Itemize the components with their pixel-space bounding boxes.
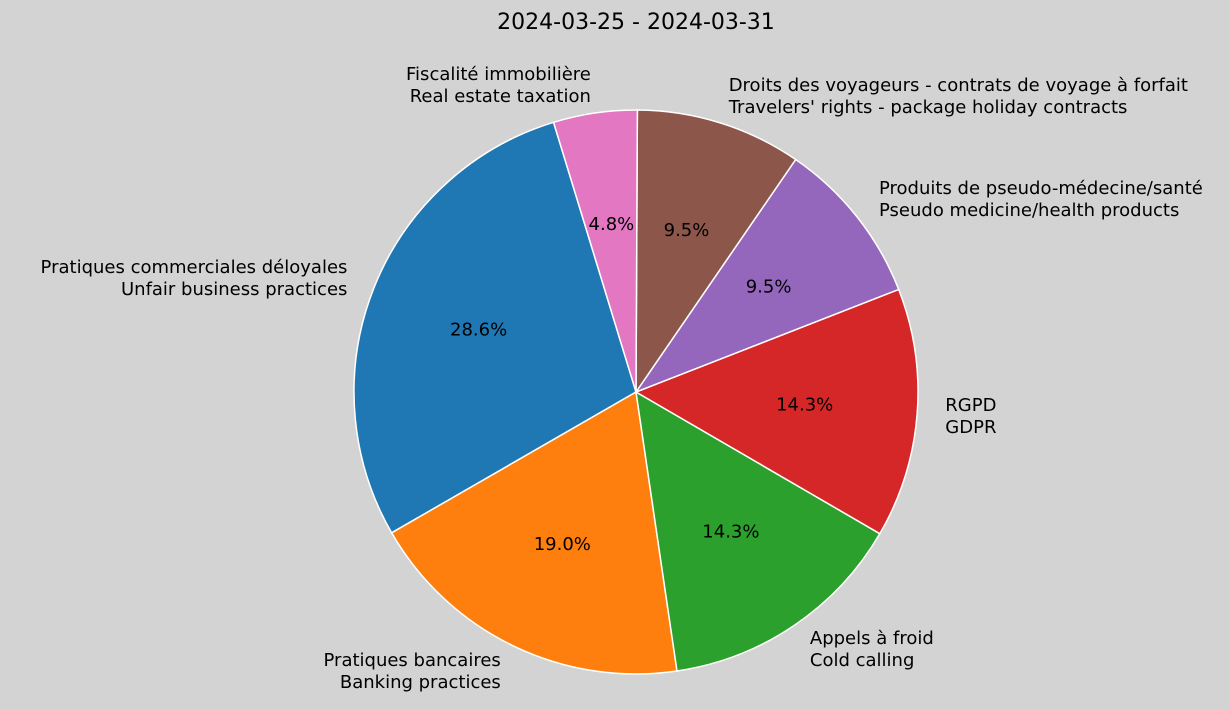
- category-label-en: Real estate taxation: [410, 86, 591, 107]
- category-label: Pratiques bancaires Banking practices: [324, 650, 501, 693]
- pie-slice: [634, 158, 900, 394]
- pie-slice: [635, 390, 881, 672]
- percent-label: 9.5%: [746, 276, 792, 297]
- category-label-fr: Fiscalité immobilière: [406, 64, 591, 85]
- percent-label: 14.3%: [702, 522, 759, 543]
- category-label-en: Cold calling: [810, 650, 915, 671]
- category-label: Produits de pseudo-médecine/santé Pseudo …: [879, 178, 1203, 221]
- category-label-fr: Produits de pseudo-médecine/santé: [879, 178, 1203, 199]
- category-label: Pratiques commerciales déloyales Unfair b…: [41, 257, 348, 300]
- percent-label: 4.8%: [589, 214, 635, 235]
- category-labels: Pratiques commerciales déloyales Unfair b…: [41, 64, 1203, 693]
- category-label: Droits des voyageurs - contrats de voyag…: [728, 75, 1188, 118]
- category-label-fr: Pratiques bancaires: [324, 650, 501, 671]
- percent-label: 28.6%: [450, 319, 507, 340]
- category-label: RGPD GDPR: [945, 395, 996, 438]
- percent-label: 14.3%: [776, 395, 833, 416]
- percent-labels: 28.6% 19.0% 14.3% 14.3% 9.5% 9.5% 4.8%: [450, 214, 833, 555]
- chart-title: 2024-03-25 - 2024-03-31: [497, 10, 775, 35]
- category-label-en: Pseudo medicine/health products: [879, 200, 1179, 221]
- category-label-en: GDPR: [945, 417, 996, 438]
- category-label-en: Banking practices: [340, 672, 501, 693]
- category-label-en: Travelers' rights - package holiday cont…: [728, 97, 1128, 118]
- category-label-fr: Appels à froid: [810, 628, 934, 649]
- pie-slice: [390, 390, 678, 675]
- category-label-fr: Pratiques commerciales déloyales: [41, 257, 348, 278]
- category-label-fr: RGPD: [945, 395, 996, 416]
- percent-label: 9.5%: [664, 220, 710, 241]
- category-label-fr: Droits des voyageurs - contrats de voyag…: [729, 75, 1188, 96]
- category-label-en: Unfair business practices: [121, 279, 347, 300]
- category-label: Fiscalité immobilière Real estate taxatio…: [406, 64, 591, 107]
- percent-label: 19.0%: [534, 534, 591, 555]
- category-label: Appels à froid Cold calling: [810, 628, 934, 671]
- pie-slice: [552, 109, 639, 393]
- pie-slices: [353, 109, 919, 675]
- pie-slice: [634, 288, 919, 535]
- pie-slice: [353, 121, 637, 534]
- pie-slice: [635, 109, 797, 395]
